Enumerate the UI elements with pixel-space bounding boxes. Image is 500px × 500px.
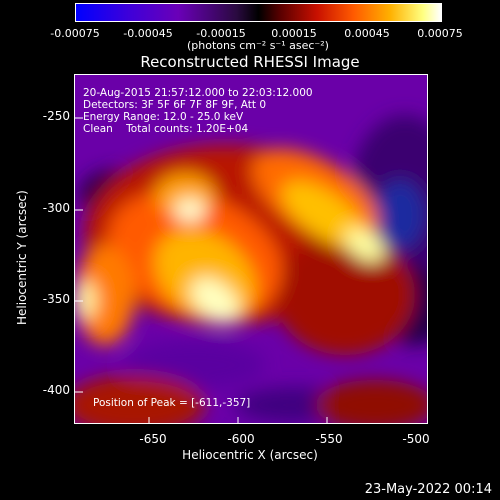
info-time-range: 20-Aug-2015 21:57:12.000 to 22:03:12.000 xyxy=(83,87,313,99)
rhessi-image xyxy=(75,75,427,423)
colorbar-tick: 0.00075 xyxy=(417,27,463,40)
colorbar-unit: (photons cm⁻² s⁻¹ asec⁻²) xyxy=(187,39,329,52)
colorbar-tick: 0.00015 xyxy=(271,27,317,40)
info-clean-counts: Clean Total counts: 1.20E+04 xyxy=(83,123,249,135)
x-tick-label: -500 xyxy=(402,432,430,446)
generation-date: 23-May-2022 00:14 xyxy=(364,482,492,497)
y-tick-label: -250 xyxy=(42,109,70,123)
x-tick-label: -650 xyxy=(139,432,167,446)
peak-position: Position of Peak = [-611,-357] xyxy=(93,397,251,409)
colorbar-tick: -0.00075 xyxy=(50,27,100,40)
colorbar-tick: -0.00045 xyxy=(123,27,173,40)
y-axis-label: Heliocentric Y (arcsec) xyxy=(15,190,29,325)
y-tick-label: -350 xyxy=(42,292,70,306)
colorbar-tick: 0.00045 xyxy=(344,27,390,40)
y-tick-label: -300 xyxy=(42,201,70,215)
x-tick-label: -600 xyxy=(227,432,255,446)
info-detectors: Detectors: 3F 5F 6F 7F 8F 9F, Att 0 xyxy=(83,99,267,111)
colorbar-tick: -0.00015 xyxy=(196,27,246,40)
x-axis-label: Heliocentric X (arcsec) xyxy=(182,448,318,462)
colorbar xyxy=(75,3,442,22)
x-tick-label: -550 xyxy=(315,432,343,446)
plot-title: Reconstructed RHESSI Image xyxy=(140,53,360,71)
image-plot: 20-Aug-2015 21:57:12.000 to 22:03:12.000… xyxy=(74,74,428,424)
y-tick-label: -400 xyxy=(42,383,70,397)
info-energy-range: Energy Range: 12.0 - 25.0 keV xyxy=(83,111,244,123)
